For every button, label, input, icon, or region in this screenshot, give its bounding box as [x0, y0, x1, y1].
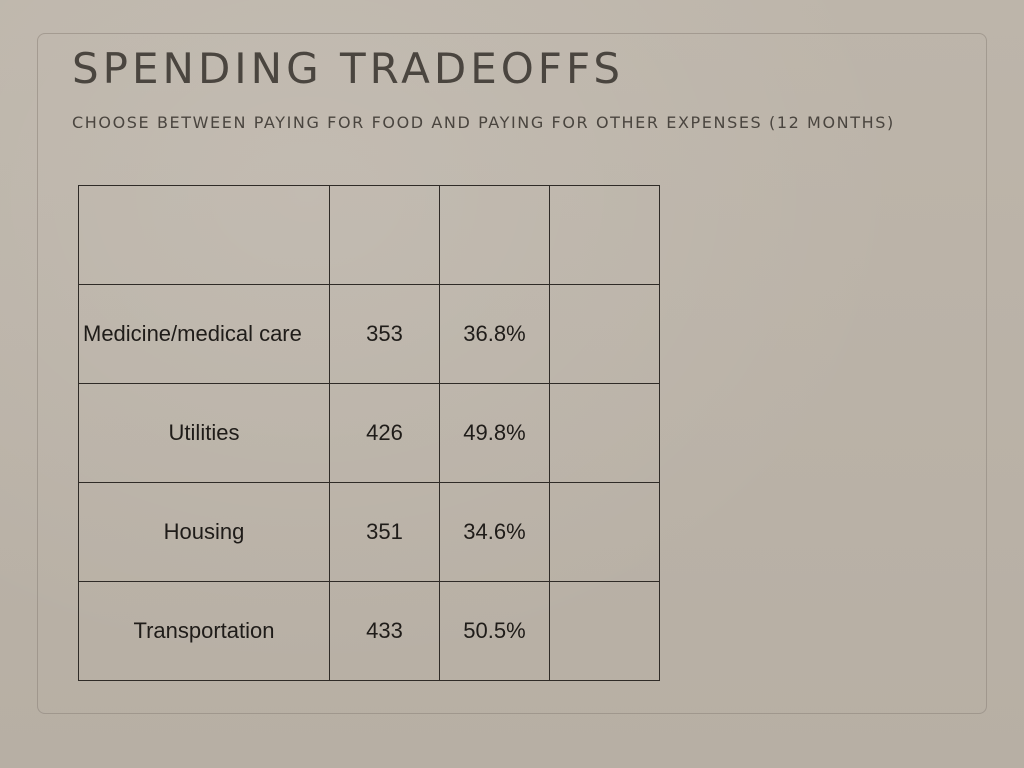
header-cell [549, 185, 660, 285]
row-count: 353 [329, 284, 440, 384]
row-percent: 49.8% [439, 383, 550, 483]
table-row: Utilities 426 49.8% [78, 383, 660, 483]
table-header-row [78, 185, 660, 285]
row-label: Housing [78, 482, 330, 582]
table-row: Medicine/medical care 353 36.8% [78, 284, 660, 384]
row-extra [549, 581, 660, 681]
row-extra [549, 284, 660, 384]
table-row: Transportation 433 50.5% [78, 581, 660, 681]
row-count: 351 [329, 482, 440, 582]
row-extra [549, 383, 660, 483]
header-cell [78, 185, 330, 285]
row-label: Utilities [78, 383, 330, 483]
row-count: 433 [329, 581, 440, 681]
row-percent: 36.8% [439, 284, 550, 384]
row-label: Medicine/medical care [78, 284, 330, 384]
slide-title: SPENDING TRADEOFFS [72, 44, 625, 93]
row-label: Transportation [78, 581, 330, 681]
slide-subtitle: CHOOSE BETWEEN PAYING FOR FOOD AND PAYIN… [72, 113, 895, 132]
slide-frame [37, 33, 987, 714]
row-count: 426 [329, 383, 440, 483]
header-cell [329, 185, 440, 285]
tradeoffs-table: Medicine/medical care 353 36.8% Utilitie… [78, 185, 660, 681]
row-extra [549, 482, 660, 582]
row-percent: 34.6% [439, 482, 550, 582]
header-cell [439, 185, 550, 285]
table-row: Housing 351 34.6% [78, 482, 660, 582]
row-percent: 50.5% [439, 581, 550, 681]
